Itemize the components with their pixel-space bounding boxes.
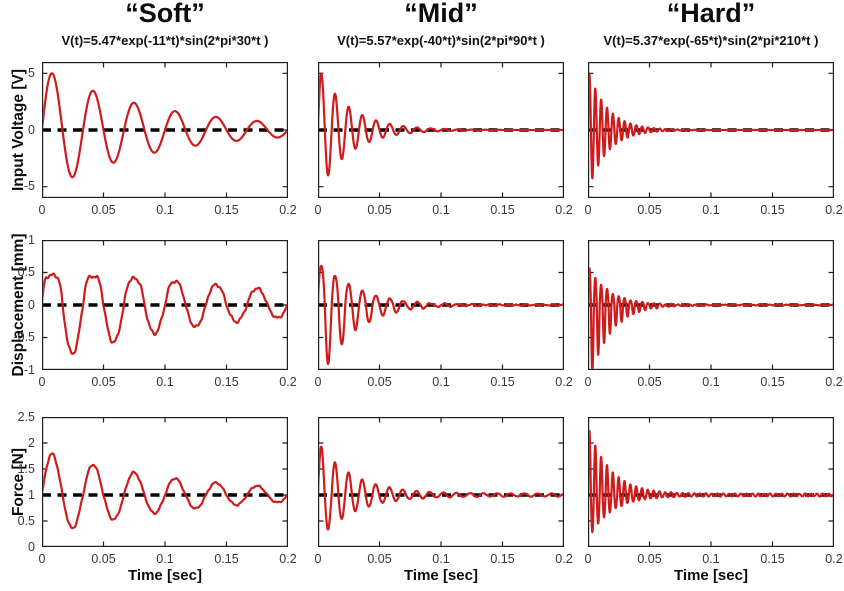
plot-mid-displacement [318,240,564,370]
y-tick-label: 2 [28,435,35,450]
y-tick-label: -1 [23,362,35,377]
x-tick-label: 0.2 [279,203,297,217]
xlabel-time-mid: Time [sec] [404,567,478,584]
x-tick-label: 0.1 [156,375,174,389]
y-tick-label: 0.5 [17,513,35,528]
x-tick-label: 0.05 [637,203,662,217]
x-tick-label: 0.2 [555,375,573,389]
column-title-mid: “Mid” [404,0,478,28]
plot-mid-input-voltage [318,62,564,198]
plot-soft-displacement [42,240,288,370]
formula-mid: V(t)=5.57*exp(-40*t)*sin(2*pi*90*t ) [337,33,545,48]
x-tick-label: 0 [38,203,46,217]
xlabel-time-hard: Time [sec] [674,567,748,584]
plot-hard-displacement [588,240,834,370]
x-tick-label: 0.2 [825,552,843,566]
x-tick-label: 0.15 [760,552,785,566]
x-tick-label: 0 [314,552,322,566]
y-tick-label: 0 [28,297,35,312]
x-tick-label: 0.05 [637,552,662,566]
x-tick-label: 0 [38,552,46,566]
x-tick-label: 0.15 [760,203,785,217]
x-tick-label: 0.1 [702,375,720,389]
x-tick-label: 0.2 [279,375,297,389]
x-tick-label: 0.15 [214,375,239,389]
y-tick-label: -0.5 [13,330,35,344]
x-tick-label: 0 [584,552,592,566]
formula-soft: V(t)=5.47*exp(-11*t)*sin(2*pi*30*t ) [61,33,269,48]
x-tick-label: 0.15 [214,203,239,217]
x-tick-label: 0.1 [432,203,450,217]
x-tick-label: 0 [38,375,46,389]
y-tick-label: 2.5 [17,409,35,424]
x-tick-label: 0.05 [367,552,392,566]
x-tick-label: 0 [314,375,322,389]
x-tick-label: 0.05 [91,552,116,566]
x-tick-label: 0.15 [490,375,515,389]
x-tick-label: 0.05 [637,375,662,389]
x-tick-label: 0.2 [825,375,843,389]
plot-soft-force [42,417,288,547]
plot-soft-input-voltage [42,62,288,198]
x-tick-label: 0.15 [490,552,515,566]
x-tick-label: 0.15 [490,203,515,217]
y-tick-label: 0.5 [17,265,35,279]
x-tick-label: 0 [584,375,592,389]
y-tick-label: 1.5 [17,461,35,476]
x-tick-label: 0.2 [825,203,843,217]
plot-hard-force [588,417,834,547]
x-tick-label: 0.05 [91,375,116,389]
x-tick-label: 0.1 [156,203,174,217]
x-tick-label: 0.2 [555,203,573,217]
x-tick-label: 0.1 [702,552,720,566]
x-tick-label: 0.2 [279,552,297,566]
x-tick-label: 0.05 [367,375,392,389]
column-title-soft: “Soft” [125,0,205,28]
x-tick-label: 0.05 [91,203,116,217]
y-tick-label: 0 [28,122,35,137]
x-tick-label: 0 [314,203,322,217]
x-tick-label: 0.1 [702,203,720,217]
y-tick-label: -5 [23,179,35,194]
y-tick-label: 1 [28,232,35,247]
x-tick-label: 0.1 [432,375,450,389]
x-tick-label: 0.15 [760,375,785,389]
formula-hard: V(t)=5.37*exp(-65*t)*sin(2*pi*210*t ) [603,33,819,48]
xlabel-time-soft: Time [sec] [128,567,202,584]
plot-mid-force [318,417,564,547]
plot-hard-input-voltage [588,62,834,198]
y-tick-label: 5 [28,65,35,80]
column-title-hard: “Hard” [666,0,756,28]
y-tick-label: 1 [28,487,35,502]
x-tick-label: 0.2 [555,552,573,566]
x-tick-label: 0.1 [432,552,450,566]
x-tick-label: 0 [584,203,592,217]
x-tick-label: 0.1 [156,552,174,566]
x-tick-label: 0.15 [214,552,239,566]
x-tick-label: 0.05 [367,203,392,217]
y-tick-label: 0 [28,539,35,554]
